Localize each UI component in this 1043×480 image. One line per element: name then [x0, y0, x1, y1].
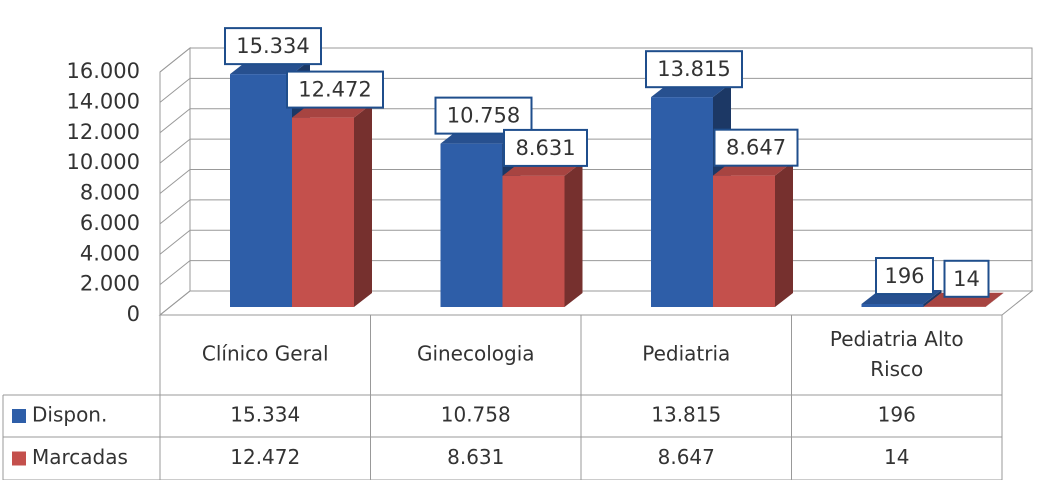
- bar-face: [775, 161, 793, 307]
- value-label-box: [645, 50, 743, 89]
- grid-line: [159, 77, 1032, 103]
- x-tick-label: Clínico Geral: [202, 342, 329, 366]
- table-cell: 196: [878, 403, 916, 427]
- value-label-box: [503, 128, 588, 167]
- bar-face: [923, 290, 942, 307]
- x-tick-label: Ginecologia: [417, 342, 535, 366]
- bar: [292, 103, 372, 307]
- table-cell: 8.631: [447, 445, 504, 469]
- y-tick-label: 4.000: [80, 241, 140, 265]
- bar: [713, 161, 793, 307]
- bar: [502, 161, 583, 307]
- x-tick-label: Pediatria: [642, 342, 730, 366]
- x-tick-label: Pediatria Alto Risco: [830, 327, 964, 381]
- y-tick-label: 10.000: [67, 150, 140, 174]
- y-tick-label: 16.000: [67, 59, 140, 83]
- value-label: 196: [884, 264, 924, 288]
- value-label-box: [713, 128, 799, 167]
- value-label-box: [434, 96, 533, 135]
- y-tick-label: 14.000: [67, 89, 140, 113]
- y-tick-label: 0: [127, 302, 140, 326]
- value-label-box: [943, 259, 990, 298]
- value-label: 15.334: [236, 34, 309, 58]
- value-label-box: [875, 257, 934, 296]
- table-cell: 13.815: [651, 403, 721, 427]
- bar-face: [292, 117, 354, 307]
- bar-face: [713, 175, 775, 307]
- table-cell: 14: [884, 445, 909, 469]
- value-label: 8.647: [726, 136, 786, 160]
- value-label: 14: [953, 267, 980, 291]
- bar-face: [440, 143, 503, 307]
- table-cell: 10.758: [441, 403, 511, 427]
- value-label-box: [224, 27, 322, 66]
- legend-swatch: [12, 409, 26, 423]
- value-label: 12.472: [298, 78, 371, 102]
- y-tick-label: 8.000: [80, 181, 140, 205]
- value-label-box: [286, 70, 384, 109]
- value-label: 13.815: [657, 57, 730, 81]
- table-cell: 12.472: [230, 445, 300, 469]
- y-tick-label: 2.000: [80, 272, 140, 296]
- legend-label: Dispon.: [32, 403, 107, 427]
- bar-face: [502, 175, 565, 307]
- bar-face: [861, 304, 924, 307]
- y-tick-label: 6.000: [80, 211, 140, 235]
- legend-label: Marcadas: [32, 445, 128, 469]
- bar-face: [985, 292, 1004, 307]
- bar-face: [354, 103, 372, 307]
- legend-swatch: [12, 451, 26, 466]
- value-label: 8.631: [515, 136, 575, 160]
- bar-face: [651, 97, 713, 307]
- table-cell: 8.647: [658, 445, 715, 469]
- bar-face: [230, 74, 292, 308]
- y-tick-label: 12.000: [67, 120, 140, 144]
- grid-line: [159, 47, 1032, 73]
- bar-face: [564, 161, 583, 307]
- table-cell: 15.334: [230, 403, 300, 427]
- grid-line: [159, 108, 1032, 134]
- value-label: 10.758: [447, 104, 520, 128]
